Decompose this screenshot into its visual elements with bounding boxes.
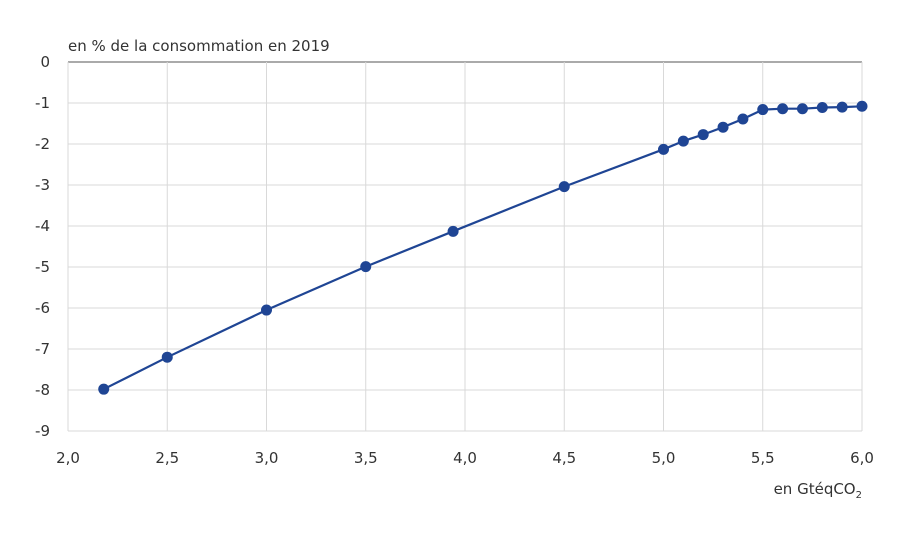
y-tick-label: -9 xyxy=(35,422,50,440)
x-tick-label: 2,0 xyxy=(56,449,80,467)
y-tick-label: 0 xyxy=(40,53,50,71)
y-tick-label: -6 xyxy=(35,299,50,317)
data-point xyxy=(816,102,828,114)
x-axis-title: en GtéqCO2 xyxy=(774,480,862,501)
y-tick-label: -2 xyxy=(35,135,50,153)
x-tick-label: 2,5 xyxy=(155,449,179,467)
data-point xyxy=(558,181,570,193)
x-tick-label: 5,0 xyxy=(652,449,676,467)
x-tick-label: 3,0 xyxy=(255,449,279,467)
x-tick-label: 6,0 xyxy=(850,449,874,467)
x-axis-title-subscript: 2 xyxy=(856,490,862,501)
x-axis-title-main: en GtéqCO xyxy=(774,480,856,498)
x-tick-label: 4,0 xyxy=(453,449,477,467)
data-point xyxy=(856,100,868,112)
data-point xyxy=(777,103,789,115)
x-tick-label: 5,5 xyxy=(751,449,775,467)
y-tick-label: -8 xyxy=(35,381,50,399)
data-point xyxy=(737,113,749,125)
data-point xyxy=(717,121,729,133)
x-tick-label: 3,5 xyxy=(354,449,378,467)
y-tick-label: -7 xyxy=(35,340,50,358)
y-tick-label: -4 xyxy=(35,217,50,235)
data-point xyxy=(836,101,848,113)
data-point xyxy=(98,383,110,395)
data-point xyxy=(677,135,689,147)
x-tick-labels: 2,0 2,5 3,0 3,5 4,0 4,5 5,0 5,5 6,0 xyxy=(56,449,874,467)
y-tick-label: -3 xyxy=(35,176,50,194)
y-tick-label: -1 xyxy=(35,94,50,112)
data-point xyxy=(360,261,372,273)
data-point xyxy=(697,129,709,141)
y-tick-labels: 0 -1 -2 -3 -4 -5 -6 -7 -8 -9 xyxy=(35,53,50,440)
y-tick-label: -5 xyxy=(35,258,50,276)
series-line xyxy=(103,105,863,391)
y-axis-title: en % de la consommation en 2019 xyxy=(68,37,330,55)
data-point xyxy=(796,103,808,115)
data-point xyxy=(161,351,173,363)
data-point xyxy=(261,304,272,316)
data-point xyxy=(757,104,769,116)
data-point xyxy=(447,225,459,237)
data-series xyxy=(98,100,868,395)
x-tick-label: 4,5 xyxy=(552,449,576,467)
data-point xyxy=(658,143,669,155)
